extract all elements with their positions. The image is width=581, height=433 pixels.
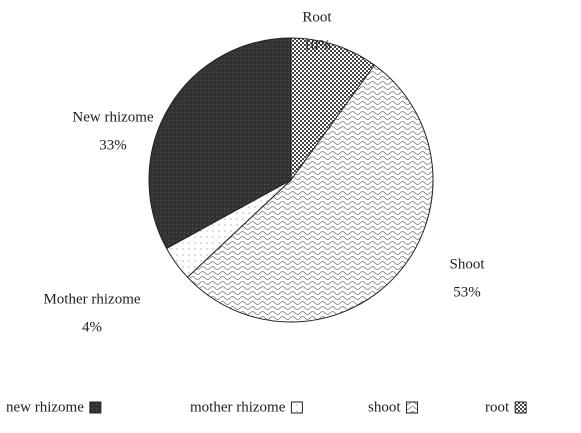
slice-value-label: 4% [82,319,102,335]
legend-swatch [406,401,419,414]
slice-label: New rhizome [72,109,154,125]
legend-swatch [89,401,102,414]
legend-label: shoot [368,399,401,415]
slice-value-label: 10% [303,37,331,53]
legend-swatch [514,401,527,414]
legend-label: mother rhizome [190,399,286,415]
slice-label: Mother rhizome [43,291,140,307]
pie-slice [290,37,376,182]
legend-label: root [485,399,510,415]
pie-slice [186,64,434,323]
legend-label: new rhizome [6,399,84,415]
slice-label: Shoot [449,256,485,272]
pie-slice [148,37,292,250]
slice-value-label: 53% [453,284,481,300]
slice-label: Root [302,9,332,25]
legend-swatch [290,401,303,414]
slice-value-label: 33% [99,137,127,153]
